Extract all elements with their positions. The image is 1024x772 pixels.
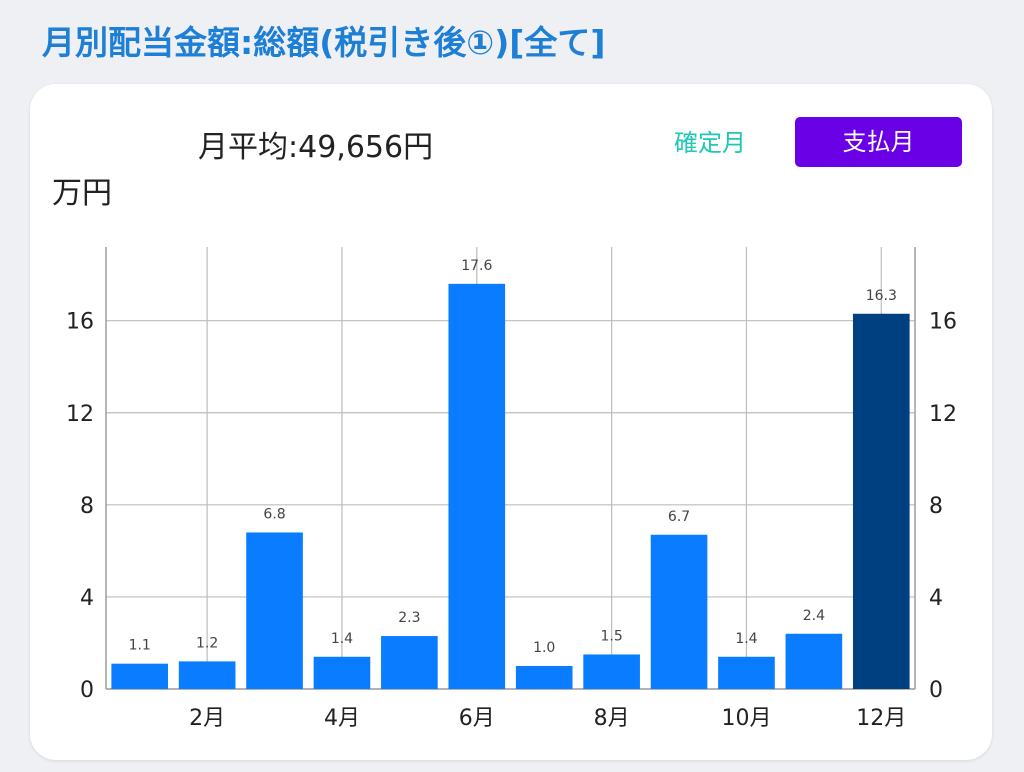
data-label: 1.2 <box>196 635 218 651</box>
bar-2月[interactable] <box>178 661 236 689</box>
x-tick-label: 6月 <box>459 706 495 731</box>
bar-11月[interactable] <box>785 633 843 689</box>
x-tick-label: 4月 <box>324 706 360 731</box>
bar-1月[interactable] <box>111 663 169 689</box>
bar-7月[interactable] <box>515 665 573 689</box>
confirmed-month-button[interactable]: 確定月 <box>674 129 746 157</box>
data-label: 2.4 <box>803 608 825 624</box>
page-title: 月別配当金額:総額(税引き後①)[全て] <box>42 23 606 62</box>
data-label: 1.1 <box>129 638 151 654</box>
y-tick-label-right: 16 <box>929 310 957 335</box>
bar-10月[interactable] <box>718 656 775 689</box>
bars <box>111 283 910 689</box>
y-tick-label-left: 12 <box>66 402 94 427</box>
x-tick-label: 2月 <box>189 706 225 731</box>
labels: 0 0 4 4 8 8 12 12 16 16 2月 4月 6月 8月 10月 12月 1.1 1.2 6.8 1.4… <box>66 258 957 731</box>
bar-3月[interactable] <box>246 532 303 689</box>
y-tick-label-right: 0 <box>929 678 943 703</box>
data-label: 1.0 <box>533 640 555 656</box>
data-label: 6.8 <box>263 506 285 522</box>
bar-chart: 0 0 4 4 8 8 12 12 16 16 2月 4月 6月 8月 10月 12月 1.1 1.2 6.8 1.4… <box>66 247 957 731</box>
payment-month-button[interactable]: 支払月 <box>795 117 962 167</box>
data-label: 6.7 <box>668 509 690 525</box>
x-tick-label: 12月 <box>856 706 906 731</box>
data-label: 1.4 <box>331 631 353 647</box>
bar-5月[interactable] <box>381 636 438 689</box>
data-label: 17.6 <box>461 258 492 274</box>
x-tick-label: 8月 <box>594 706 630 731</box>
grid <box>105 247 916 690</box>
monthly-average: 月平均:49,656円 <box>198 130 434 165</box>
bar-9月[interactable] <box>650 534 708 689</box>
data-label: 1.4 <box>735 631 757 647</box>
bar-6月[interactable] <box>448 283 506 689</box>
data-label: 1.5 <box>600 628 622 644</box>
y-tick-label-left: 8 <box>80 494 94 519</box>
y-tick-label-left: 4 <box>80 586 94 611</box>
y-tick-label-right: 4 <box>929 586 943 611</box>
x-tick-label: 10月 <box>721 706 771 731</box>
data-label: 2.3 <box>398 610 420 626</box>
bar-12月[interactable] <box>852 313 910 689</box>
y-tick-label-right: 12 <box>929 402 957 427</box>
bar-4月[interactable] <box>313 656 371 689</box>
bar-8月[interactable] <box>583 654 640 689</box>
data-label: 16.3 <box>866 288 897 304</box>
y-tick-label-right: 8 <box>929 494 943 519</box>
chart-card: 月平均:49,656円 万円 確定月 支払月 0 0 4 4 8 8 12 12 16 16 2月 4… <box>30 84 992 760</box>
y-tick-label-left: 16 <box>66 310 94 335</box>
y-tick-label-left: 0 <box>80 678 94 703</box>
unit-label: 万円 <box>52 176 112 211</box>
